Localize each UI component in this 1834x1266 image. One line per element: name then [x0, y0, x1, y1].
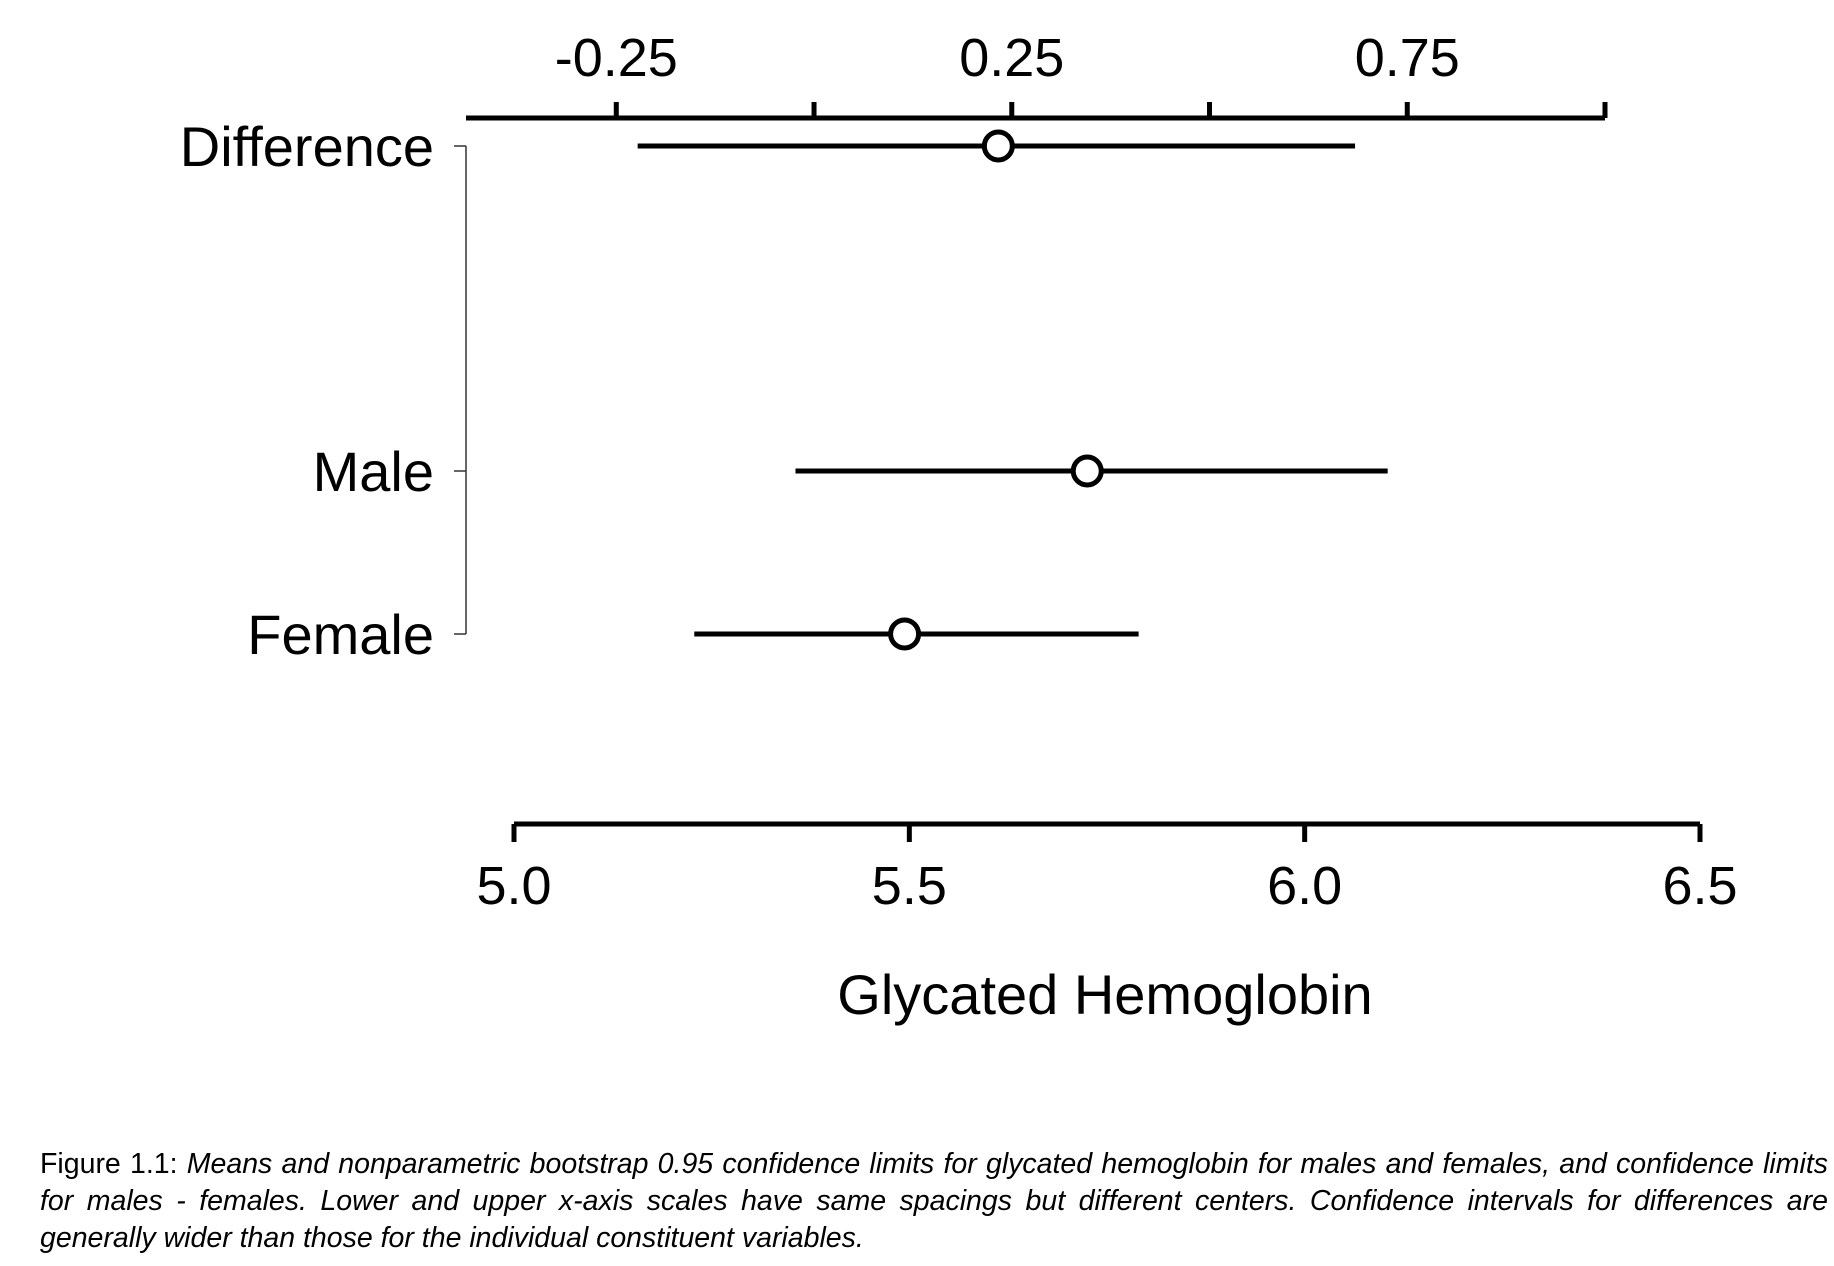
rows-bracket	[454, 145, 467, 635]
row-label: Male	[313, 440, 434, 503]
mean-point	[1070, 454, 1104, 488]
top-axis-tick-label: -0.25	[555, 28, 678, 88]
caption-text: Means and nonparametric bootstrap 0.95 c…	[40, 1148, 1828, 1254]
bottom-axis: 5.0 5.5 6.0 6.5	[476, 821, 1738, 916]
dot-chart: -0.25 0.25 0.75 5.0 5.5 6.0 6.5 Difference Mal…	[180, 28, 1738, 1026]
figure-caption: Figure 1.1: Means and nonparametric boot…	[40, 1146, 1828, 1257]
top-axis-tick-label: 0.25	[959, 28, 1064, 88]
x-axis-title: Glycated Hemoglobin	[837, 963, 1372, 1026]
mean-point	[981, 129, 1015, 163]
bottom-axis-tick-label: 6.5	[1662, 856, 1737, 916]
row-label: Difference	[180, 115, 434, 178]
bottom-axis-tick-label: 5.0	[476, 856, 551, 916]
top-axis: -0.25 0.25 0.75	[466, 28, 1608, 121]
row-label: Female	[247, 603, 434, 666]
bottom-axis-tick-label: 5.5	[872, 856, 947, 916]
mean-point	[888, 617, 922, 651]
caption-lead: Figure 1.1:	[40, 1148, 178, 1180]
bottom-axis-tick-label: 6.0	[1267, 856, 1342, 916]
top-axis-tick-label: 0.75	[1355, 28, 1460, 88]
rows: Difference Male Female	[180, 115, 1388, 666]
